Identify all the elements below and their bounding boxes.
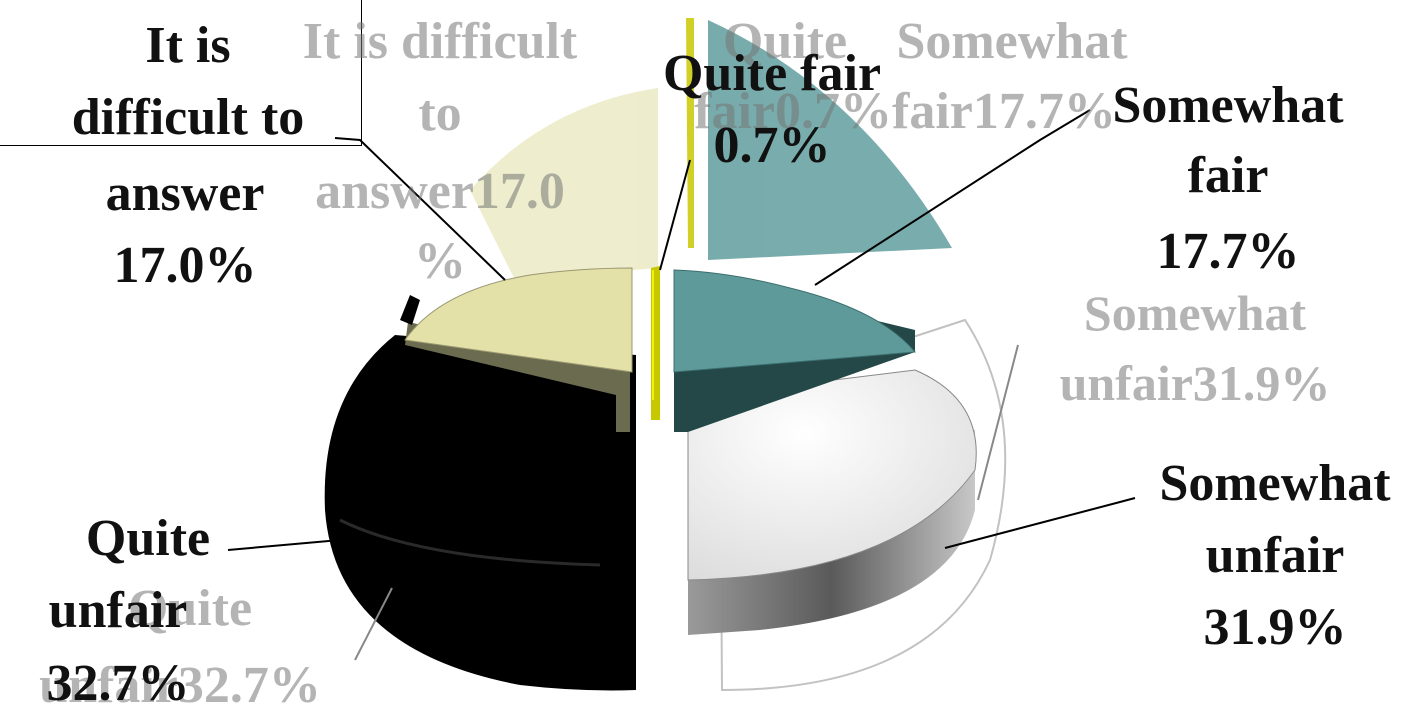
ghost-label-somewhat-top: Somewhat <box>896 13 1128 70</box>
label-difficult-2: difficult to <box>72 89 305 146</box>
leader-ghost-quite <box>354 587 393 661</box>
ghost-label-somewhat-unfair-2: unfair31.9% <box>1060 355 1331 411</box>
slice-somewhat-unfair <box>687 369 977 635</box>
label-quite-unfair-2: unfair <box>49 582 188 639</box>
ghost-label-difficult-3: answer17.0 <box>315 163 565 220</box>
slice-quite-fair <box>651 266 660 420</box>
ghost-slice-quite-fair <box>686 18 694 248</box>
label-difficult-4: 17.0% <box>114 237 257 294</box>
label-quite-fair-2: 0.7% <box>714 117 831 174</box>
leader-difficult <box>334 137 506 281</box>
label-somewhat-fair-1: Somewhat <box>1112 77 1344 134</box>
leader-somewhat-fair <box>814 109 1091 286</box>
ghost-labels: Somewhat unfair31.9% It is difficult to … <box>39 13 1330 706</box>
label-frame <box>0 0 362 146</box>
label-quite-fair-1: Quite fair <box>663 45 881 102</box>
label-somewhat-unfair-1: Somewhat <box>1159 455 1391 512</box>
ghost-label-fair-values: fair0.7%fair17.7% <box>694 83 1116 140</box>
label-somewhat-unfair-2: unfair <box>1206 527 1345 584</box>
ghost-label-quite-somewhat: Quite <box>723 13 847 70</box>
leader-quite-unfair <box>227 539 341 551</box>
leader-lines <box>227 109 1136 661</box>
ghost-label-somewhat-unfair-1: Somewhat <box>1084 285 1307 341</box>
slice-somewhat-fair <box>673 269 917 432</box>
ghost-slices <box>470 18 1007 692</box>
data-labels: Somewhat fair 17.7% Somewhat unfair 31.9… <box>47 17 1392 706</box>
ghost-label-difficult-1: It is difficult <box>303 13 578 70</box>
leader-somewhat-unfair <box>944 497 1136 549</box>
label-difficult-3: answer <box>106 165 265 222</box>
ghost-slice-difficult <box>470 88 658 280</box>
label-somewhat-fair-2: fair <box>1188 147 1269 204</box>
label-quite-unfair-1: Quite <box>86 510 210 567</box>
leader-ghost-unfair <box>977 344 1019 501</box>
leader-quite-fair <box>659 159 691 271</box>
label-somewhat-fair-3: 17.7% <box>1157 223 1300 280</box>
slice-quite-unfair <box>324 335 636 691</box>
ghost-label-quite-unfair-2: unfair32.7% <box>39 657 321 706</box>
ghost-slice-somewhat-fair <box>708 20 952 260</box>
ghost-label-difficult-2: to <box>418 85 461 142</box>
slice-difficult-to-answer <box>400 267 633 432</box>
ghost-label-quite-unfair-1: Quite <box>128 580 252 637</box>
label-somewhat-unfair-3: 31.9% <box>1204 599 1347 656</box>
ghost-label-difficult-4: % <box>414 233 466 290</box>
label-difficult-1: It is <box>145 17 230 74</box>
label-quite-unfair-3: 32.7% <box>47 655 190 706</box>
ghost-slice-somewhat-unfair <box>718 318 1007 692</box>
